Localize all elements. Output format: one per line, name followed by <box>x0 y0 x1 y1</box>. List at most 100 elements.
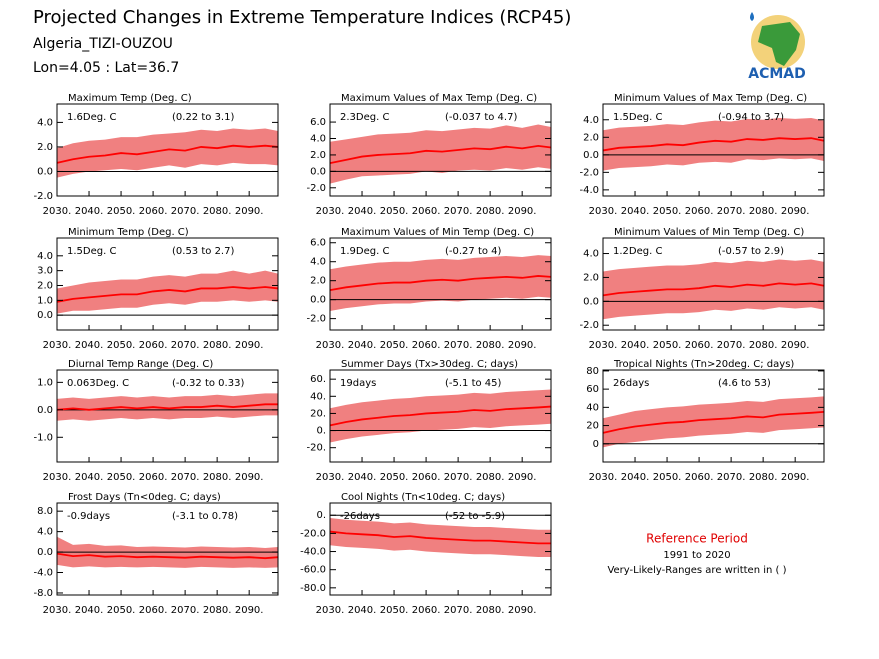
panel: -2.0 0.0 2.0 4.0 6.0 2030. 2040. 2050. 2060. 2070… <box>306 93 552 217</box>
y-tick-label: -2.0 <box>33 191 53 202</box>
y-tick-label: -2.0 <box>306 314 326 325</box>
x-tick-label: 2080. <box>476 206 505 217</box>
x-tick-label: 2030. <box>43 605 72 616</box>
x-tick-label: 2040. <box>75 605 104 616</box>
y-tick-label: 20. <box>310 408 326 419</box>
x-tick-label: 2060. <box>139 605 168 616</box>
y-tick-label: -4.0 <box>33 568 53 579</box>
x-tick-label: 2080. <box>476 340 505 351</box>
x-tick-label: 2040. <box>75 472 104 483</box>
plot-frame <box>602 237 825 331</box>
mean-line <box>602 282 825 297</box>
x-tick-label: 2070. <box>171 340 200 351</box>
y-tick-label: 2.0 <box>37 142 53 153</box>
mean-label: 2.3Deg. C <box>340 112 389 123</box>
x-tick-label: 2050. <box>380 340 409 351</box>
y-tick-label: -20.0 <box>300 528 326 539</box>
plot-frame <box>56 502 279 596</box>
x-tick-label: 2090. <box>235 340 264 351</box>
mean-line <box>56 286 279 303</box>
range-band <box>330 124 551 184</box>
panel: 0.0 1.0 2.0 3.0 4.0 2030. 2040. 2050. 2060. 2070.… <box>37 227 279 351</box>
x-tick-label: 2030. <box>43 472 72 483</box>
y-tick-label: 2.0 <box>310 150 326 161</box>
y-tick-label: 2.0 <box>583 272 599 283</box>
y-tick-label: 0.0 <box>583 150 599 161</box>
x-tick-label: 2080. <box>203 472 232 483</box>
reference-note: Very-Likely-Ranges are written in ( ) <box>607 565 786 576</box>
mean-label: 1.6Deg. C <box>67 112 116 123</box>
x-tick-label: 2080. <box>203 605 232 616</box>
x-tick-label: 2090. <box>508 340 537 351</box>
x-tick-label: 2040. <box>348 340 377 351</box>
mean-label: -0.9days <box>67 511 110 522</box>
mean-line <box>329 530 551 545</box>
mean-line <box>56 403 278 411</box>
x-tick-label: 2090. <box>781 472 810 483</box>
x-tick-label: 2080. <box>749 206 778 217</box>
y-tick-label: -80.0 <box>300 583 326 594</box>
x-tick-label: 2090. <box>781 206 810 217</box>
y-tick-label: -4.0 <box>579 185 599 196</box>
reference-title: Reference Period <box>646 532 748 546</box>
panel: -80.0 -60.0 -40.0 -20.0 0. 2030. 2040. 2050. 206… <box>300 492 552 616</box>
x-tick-label: 2090. <box>508 206 537 217</box>
x-tick-label: 2050. <box>107 605 136 616</box>
x-tick-label: 2040. <box>348 472 377 483</box>
x-tick-label: 2040. <box>621 472 650 483</box>
y-tick-label: 80 <box>586 366 599 377</box>
range-band <box>57 270 278 314</box>
panel-title: Frost Days (Tn<0deg. C; days) <box>68 492 221 503</box>
x-tick-label: 2080. <box>476 605 505 616</box>
y-tick-label: 0.0 <box>37 547 53 558</box>
mean-line <box>602 137 825 152</box>
x-tick-label: 2050. <box>380 472 409 483</box>
x-tick-label: 2050. <box>107 472 136 483</box>
range-label: (-0.32 to 0.33) <box>172 378 244 389</box>
y-tick-label: 0.0 <box>310 295 326 306</box>
mean-label: 26days <box>613 378 649 389</box>
plot-frame <box>602 369 825 463</box>
y-tick-label: 60 <box>586 384 599 395</box>
coords: Lon=4.05 : Lat=36.7 <box>33 60 179 76</box>
mean-line <box>329 405 552 427</box>
x-tick-label: 2050. <box>653 206 682 217</box>
x-tick-label: 2080. <box>749 340 778 351</box>
plot-frame <box>602 103 825 197</box>
x-tick-label: 2030. <box>316 206 345 217</box>
mean-label: -26days <box>340 511 380 522</box>
y-tick-label: 0.0 <box>310 166 326 177</box>
page-title: Projected Changes in Extreme Temperature… <box>33 7 571 28</box>
range-label: (-0.27 to 4) <box>445 246 502 257</box>
y-tick-label: 0. <box>316 510 326 521</box>
panel-title: Minimum Temp (Deg. C) <box>68 227 189 238</box>
x-tick-label: 2030. <box>316 605 345 616</box>
x-tick-label: 2040. <box>75 206 104 217</box>
panel: -20. 0. 20. 40. 60. 2030. 2040. 2050. 2060. 2070.… <box>306 359 552 483</box>
plot-frame <box>329 369 552 463</box>
y-tick-label: 2.0 <box>37 280 53 291</box>
x-tick-label: 2060. <box>139 472 168 483</box>
x-tick-label: 2090. <box>235 472 264 483</box>
x-tick-label: 2090. <box>235 206 264 217</box>
x-tick-label: 2060. <box>685 472 714 483</box>
x-tick-label: 2040. <box>348 206 377 217</box>
range-label: (-3.1 to 0.78) <box>172 511 238 522</box>
x-tick-label: 2050. <box>653 340 682 351</box>
plot-frame <box>56 237 279 331</box>
y-tick-label: 40. <box>310 391 326 402</box>
x-tick-label: 2070. <box>444 206 473 217</box>
x-tick-label: 2030. <box>589 206 618 217</box>
y-tick-label: 1.0 <box>37 295 53 306</box>
x-tick-label: 2050. <box>107 340 136 351</box>
y-tick-label: 6.0 <box>310 238 326 249</box>
y-tick-label: 0. <box>316 426 326 437</box>
x-tick-label: 2080. <box>203 206 232 217</box>
y-tick-label: 4.0 <box>310 134 326 145</box>
y-tick-label: 4.0 <box>37 251 53 262</box>
panel: -8.0 -4.0 0.0 4.0 8.0 2030. 2040. 2050. 2060. 207… <box>33 492 279 616</box>
range-band <box>330 389 551 443</box>
plot-frame <box>329 103 552 197</box>
mean-label: 19days <box>340 378 376 389</box>
